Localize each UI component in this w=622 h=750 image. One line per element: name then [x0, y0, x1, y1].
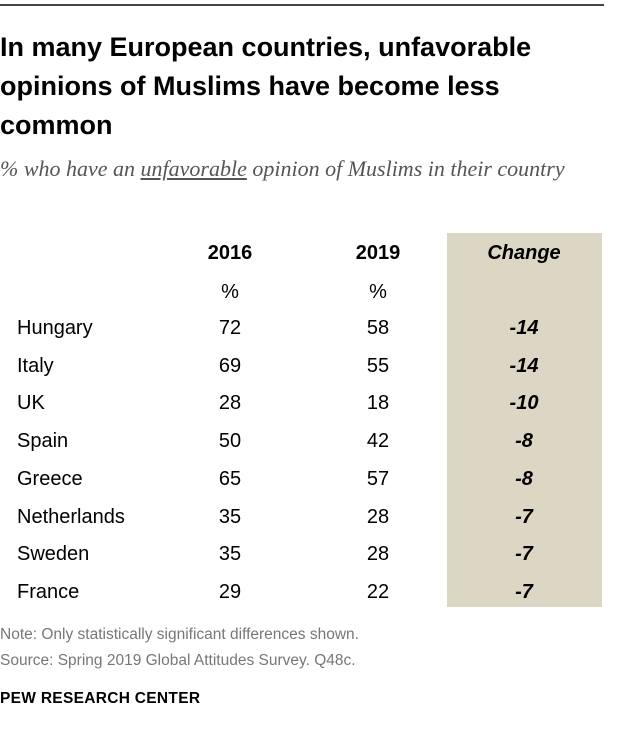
value: 55: [366, 354, 390, 377]
note: Note: Only statistically significant dif…: [0, 626, 359, 643]
change-value: -14: [509, 317, 539, 339]
change-value: -8: [515, 430, 533, 453]
subtitle-text: % who have an: [0, 156, 141, 181]
source: Source: Spring 2019 Global Attitudes Sur…: [0, 652, 356, 669]
value: 28: [366, 505, 390, 528]
credit: PEW RESEARCH CENTER: [0, 690, 201, 707]
value: 57: [366, 467, 390, 490]
column-header: 2016: [207, 242, 253, 264]
row-label: UK: [17, 392, 45, 415]
row-label: Italy: [17, 354, 54, 377]
value: 35: [218, 505, 242, 528]
column-header: Change: [487, 242, 561, 264]
value: 28: [366, 543, 390, 566]
row-label: Netherlands: [17, 505, 125, 528]
row-label: Hungary: [17, 317, 93, 339]
subtitle-emphasis: unfavorable: [140, 156, 247, 181]
change-value: -8: [515, 467, 533, 490]
value: 42: [366, 430, 390, 453]
value: 69: [218, 354, 242, 377]
change-column-shade: [447, 233, 602, 607]
subtitle-text: opinion of Muslims in their country: [246, 156, 565, 181]
change-value: -7: [515, 505, 533, 528]
value: 35: [218, 543, 242, 566]
change-value: -7: [515, 580, 533, 603]
value: 72: [218, 317, 242, 339]
value: 28: [218, 392, 242, 415]
value: 65: [218, 467, 242, 490]
title: In many European countries, unfavorable …: [0, 32, 532, 140]
value: 18: [366, 392, 390, 415]
subtitle: % who have an unfavorable opinion of Mus…: [0, 152, 600, 185]
change-value: -7: [515, 543, 533, 566]
unit-label: %: [369, 281, 387, 303]
row-label: Sweden: [17, 543, 90, 566]
value: 50: [218, 430, 242, 453]
row-label: Greece: [17, 467, 83, 490]
top-rule: [0, 4, 604, 6]
value: 58: [366, 317, 390, 339]
unit-label: %: [221, 281, 239, 303]
row-label: Spain: [17, 430, 69, 453]
row-label: France: [17, 580, 80, 603]
value: 29: [218, 580, 242, 603]
column-header: 2019: [355, 242, 401, 264]
change-value: -14: [509, 354, 539, 377]
value: 22: [366, 580, 390, 603]
change-value: -10: [509, 392, 539, 415]
